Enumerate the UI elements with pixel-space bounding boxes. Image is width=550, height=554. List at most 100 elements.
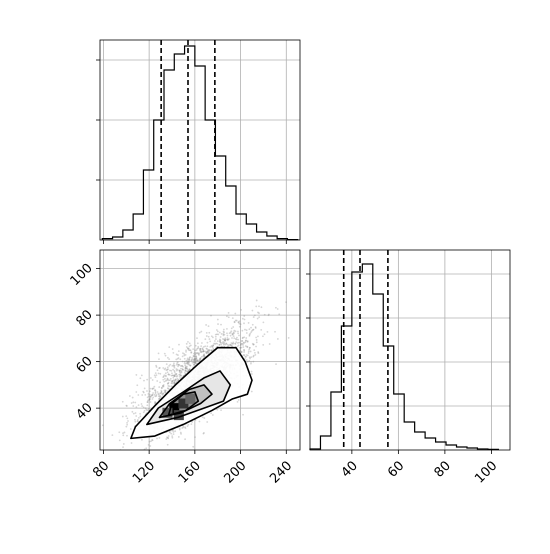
scatter-point	[197, 359, 199, 362]
scatter-point	[130, 442, 133, 444]
scatter-point	[176, 374, 179, 377]
scatter-point	[139, 412, 142, 415]
scatter-point	[199, 348, 202, 351]
scatter-point	[204, 350, 207, 353]
scatter-point	[241, 337, 244, 340]
scatter-point	[189, 344, 192, 347]
scatter-point	[233, 320, 236, 323]
scatter-point	[83, 456, 85, 458]
scatter-point	[157, 392, 160, 395]
scatter-point	[185, 350, 187, 353]
scatter-point	[239, 344, 242, 347]
scatter-point	[205, 347, 208, 350]
scatter-point	[168, 430, 171, 433]
scatter-point	[255, 339, 258, 341]
scatter-point	[248, 356, 251, 359]
scatter-point	[169, 377, 172, 380]
scatter-point	[152, 396, 155, 399]
scatter-point	[158, 436, 161, 439]
scatter-point	[225, 343, 228, 345]
scatter-point	[180, 371, 183, 374]
scatter-point	[184, 426, 186, 429]
scatter-point	[263, 333, 266, 336]
scatter-point	[233, 337, 236, 339]
scatter-point	[217, 323, 219, 325]
scatter-point	[155, 366, 158, 368]
scatter-point	[243, 336, 246, 339]
scatter-point	[150, 394, 153, 397]
scatter-point	[251, 323, 254, 326]
scatter-point	[195, 355, 198, 358]
scatter-point	[183, 360, 186, 363]
scatter-point	[184, 369, 187, 372]
scatter-point	[159, 396, 162, 398]
scatter-point	[112, 468, 114, 470]
scatter-point	[179, 374, 182, 377]
scatter-point	[163, 368, 166, 371]
scatter-point	[181, 367, 184, 370]
scatter-point	[164, 354, 167, 357]
scatter-point	[159, 381, 161, 384]
scatter-point	[135, 453, 137, 455]
scatter-point	[242, 413, 244, 416]
scatter-point	[239, 346, 242, 349]
hx-frame	[99, 39, 301, 241]
scatter-point	[183, 354, 186, 357]
scatter-point	[191, 361, 194, 364]
scatter-point	[159, 392, 162, 395]
scatter-point	[139, 377, 142, 380]
scatter-point	[258, 312, 260, 315]
scatter-point	[190, 423, 193, 426]
scatter-point	[148, 393, 151, 396]
scatter-point	[276, 308, 279, 310]
scatter-point	[206, 341, 209, 344]
scatter-point	[151, 394, 154, 397]
scatter-point	[193, 363, 195, 366]
scatter-point	[175, 368, 178, 370]
scatter-point	[202, 350, 205, 353]
scatter-point	[166, 371, 169, 374]
scatter-point	[222, 334, 225, 337]
scatter-point	[234, 319, 237, 322]
scatter-point	[165, 369, 168, 372]
scatter-point	[210, 345, 213, 347]
scatter-point	[146, 390, 148, 392]
contour-line-1	[146, 370, 232, 426]
scatter-point	[227, 311, 230, 314]
scatter-point	[224, 343, 227, 346]
scatter-point	[210, 349, 213, 352]
scatter-point	[154, 389, 157, 392]
scatter-point	[248, 346, 251, 349]
scatter-point	[160, 389, 163, 392]
scatter-point	[240, 342, 243, 345]
scatter-point	[176, 357, 179, 360]
scatter-point	[237, 344, 240, 347]
scatter-point	[173, 375, 175, 378]
scatter-point	[163, 380, 166, 383]
scatter-point	[241, 317, 244, 320]
scatter-point	[142, 452, 144, 454]
scatter-point	[210, 314, 212, 317]
scatter-point	[186, 347, 189, 349]
scatter-point	[216, 340, 219, 343]
scatter-point	[168, 385, 171, 388]
scatter-point	[190, 351, 193, 354]
scatter-point	[234, 338, 237, 340]
scatter-point	[177, 363, 180, 366]
scatter-point	[216, 342, 219, 345]
scatter-point	[197, 347, 199, 350]
scatter-point	[250, 361, 252, 363]
scatter-point	[245, 339, 247, 342]
scatter-point	[184, 353, 187, 356]
scatter-point	[156, 391, 159, 393]
scatter-point	[226, 315, 228, 318]
scatter-point	[192, 355, 195, 358]
scatter-point	[223, 333, 226, 336]
scatter-point	[137, 404, 140, 406]
scatter-point	[237, 338, 240, 341]
scatter-point	[232, 335, 235, 338]
scatter-point	[216, 333, 218, 336]
scatter-point	[235, 319, 238, 322]
scatter-point	[164, 380, 167, 382]
